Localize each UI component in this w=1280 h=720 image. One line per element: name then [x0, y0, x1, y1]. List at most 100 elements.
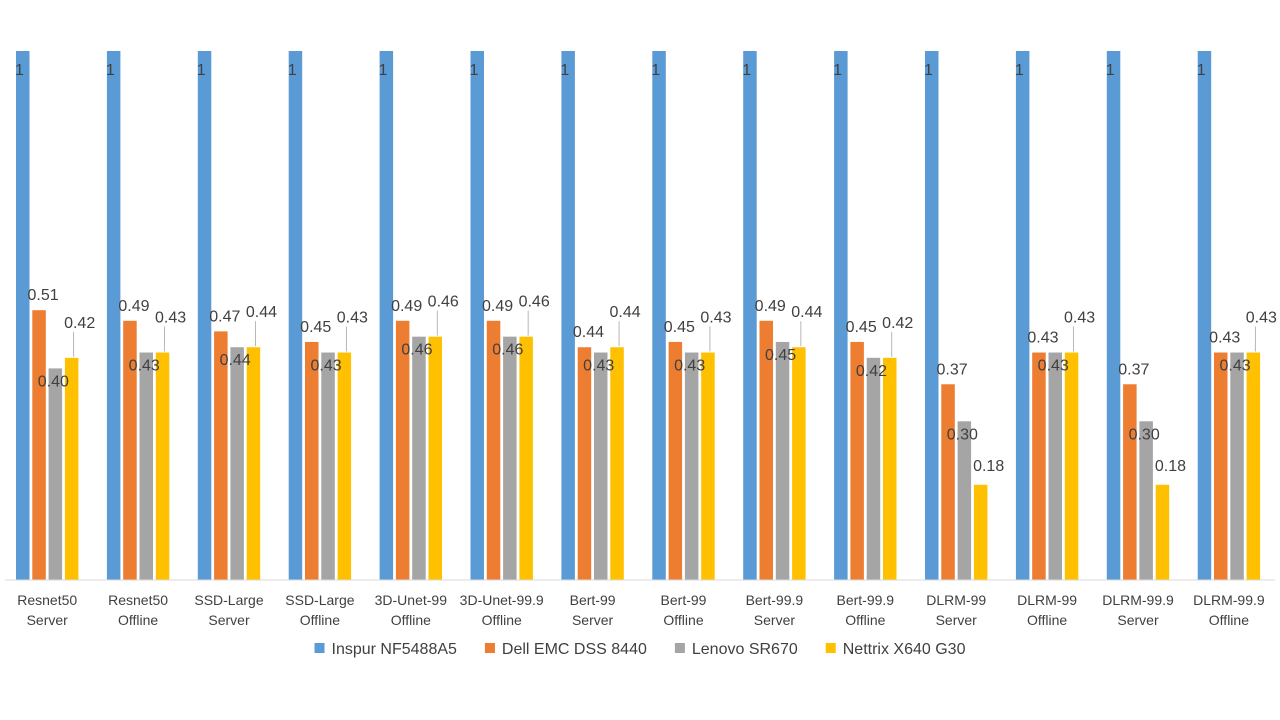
bar-12-1	[1123, 384, 1137, 580]
data-label-3-3: 0.43	[337, 310, 368, 327]
bar-3-1	[305, 341, 319, 580]
bar-2-3	[246, 347, 261, 580]
x-tick-label-11-0: DLRM-99	[1017, 592, 1077, 608]
legend-swatch-0	[314, 643, 325, 653]
legend-item-2: Lenovo SR670	[674, 641, 798, 658]
bar-9-2	[866, 357, 881, 580]
bar-10-0	[925, 51, 939, 580]
bar-6-2	[594, 352, 608, 580]
data-label-12-1: 0.37	[1118, 361, 1149, 378]
bar-4-3	[428, 336, 442, 580]
legend-label-0: Inspur NF5488A5	[332, 641, 458, 658]
data-label-4-3: 0.46	[428, 294, 459, 311]
data-label-1-0: 1	[106, 62, 115, 79]
bar-8-2	[775, 341, 790, 580]
data-label-9-2: 0.42	[856, 363, 887, 380]
x-tick-label-9-1: Offline	[845, 612, 885, 628]
bar-12-0	[1106, 51, 1121, 580]
bar-9-0	[834, 51, 848, 580]
data-label-10-1: 0.37	[936, 361, 967, 378]
x-tick-label-8-0: Bert-99.9	[746, 592, 804, 608]
bar-4-0	[379, 51, 394, 580]
data-label-10-2: 0.30	[947, 426, 978, 443]
bar-1-3	[155, 352, 170, 580]
data-label-0-3: 0.42	[64, 315, 95, 332]
data-label-8-3: 0.44	[791, 304, 822, 321]
bar-6-3	[610, 347, 624, 580]
bar-4-1	[395, 320, 410, 580]
x-tick-label-1-0: Resnet50	[108, 592, 168, 608]
legend: Inspur NF5488A5 Dell EMC DSS 8440 Lenovo S…	[314, 641, 966, 658]
bar-7-3	[701, 352, 715, 580]
data-label-5-1: 0.49	[482, 298, 513, 315]
legend-label-3: Nettrix X640 G30	[843, 641, 966, 658]
data-label-0-2: 0.40	[38, 373, 69, 390]
data-label-9-3: 0.42	[882, 315, 913, 332]
data-label-9-1: 0.45	[846, 319, 877, 336]
bar-11-1	[1032, 352, 1046, 580]
bar-2-1	[214, 331, 228, 580]
x-tick-label-2-1: Server	[208, 612, 250, 628]
data-label-6-3: 0.44	[609, 304, 640, 321]
x-tick-label-13-0: DLRM-99.9	[1193, 592, 1265, 608]
bar-5-1	[486, 320, 501, 580]
bar-11-0	[1015, 51, 1030, 580]
data-label-6-0: 1	[560, 62, 569, 79]
data-label-6-1: 0.44	[573, 324, 604, 341]
x-tick-label-10-1: Server	[936, 612, 978, 628]
data-label-0-0: 1	[15, 62, 24, 79]
data-label-13-0: 1	[1197, 62, 1206, 79]
x-tick-label-0-1: Server	[27, 612, 69, 628]
data-label-12-0: 1	[1106, 62, 1115, 79]
data-label-10-3: 0.18	[973, 458, 1004, 475]
bars-layer	[16, 51, 1261, 580]
bar-13-3	[1246, 352, 1261, 580]
x-tick-label-12-0: DLRM-99.9	[1102, 592, 1174, 608]
data-label-6-2: 0.43	[583, 358, 614, 375]
bar-6-1	[577, 347, 592, 580]
data-label-13-2: 0.43	[1219, 358, 1250, 375]
x-tick-labels-layer: Resnet50 Server Resnet50 Offline SSD-Large Se…	[17, 592, 1265, 628]
data-label-1-3: 0.43	[155, 310, 186, 327]
x-tick-label-3-1: Offline	[300, 612, 340, 628]
bar-0-0	[16, 51, 30, 580]
legend-label-1: Dell EMC DSS 8440	[502, 641, 647, 658]
bar-13-0	[1197, 51, 1212, 580]
data-label-11-3: 0.43	[1064, 310, 1095, 327]
data-label-8-2: 0.45	[765, 347, 796, 364]
bar-12-2	[1139, 421, 1153, 580]
data-label-5-3: 0.46	[519, 294, 550, 311]
x-tick-label-2-0: SSD-Large	[194, 592, 263, 608]
legend-swatch-3	[825, 643, 836, 653]
data-label-5-2: 0.46	[492, 342, 523, 359]
data-label-3-2: 0.43	[310, 358, 341, 375]
bar-12-3	[1155, 484, 1170, 580]
x-tick-label-1-1: Offline	[118, 612, 158, 628]
legend-swatch-2	[674, 643, 685, 653]
data-label-12-2: 0.30	[1129, 426, 1160, 443]
data-label-10-0: 1	[924, 62, 933, 79]
x-tick-label-6-0: Bert-99	[570, 592, 616, 608]
legend-swatch-1	[484, 643, 495, 653]
bar-8-1	[759, 320, 773, 580]
x-tick-label-7-0: Bert-99	[661, 592, 707, 608]
bar-1-1	[123, 320, 137, 580]
bar-2-0	[197, 51, 212, 580]
data-label-3-1: 0.45	[300, 319, 331, 336]
legend-item-0: Inspur NF5488A5	[314, 641, 458, 658]
bar-7-2	[684, 352, 699, 580]
data-label-4-0: 1	[379, 62, 388, 79]
x-tick-label-4-1: Offline	[391, 612, 431, 628]
data-label-2-2: 0.44	[220, 352, 251, 369]
x-tick-label-10-0: DLRM-99	[926, 592, 986, 608]
data-label-13-1: 0.43	[1209, 330, 1240, 347]
bar-1-0	[106, 51, 121, 580]
bar-10-2	[957, 421, 972, 580]
bar-5-2	[503, 336, 517, 580]
bar-8-0	[743, 51, 757, 580]
data-label-7-1: 0.45	[664, 319, 695, 336]
bar-3-3	[337, 352, 352, 580]
bar-0-1	[32, 310, 46, 580]
data-label-2-1: 0.47	[209, 308, 240, 325]
bar-9-1	[850, 341, 864, 580]
